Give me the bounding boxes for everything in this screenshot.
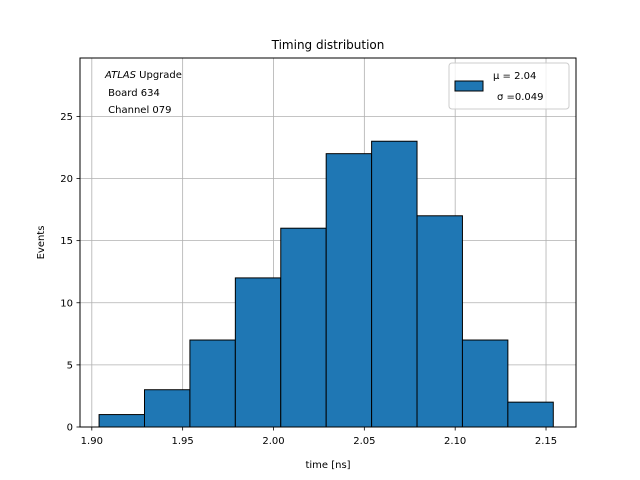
annotation-line-1: ATLAS Upgrade <box>104 70 182 81</box>
histogram-bar <box>371 140 418 428</box>
histogram-bar <box>325 153 373 428</box>
histogram-bar <box>416 215 463 428</box>
y-tick-label: 0 <box>67 423 73 434</box>
y-axis-ticks: 0 5 10 15 20 25 <box>60 112 80 434</box>
annotation-atlas: ATLAS <box>104 70 137 81</box>
x-axis-label: time [ns] <box>305 460 350 471</box>
histogram-bar <box>280 227 327 428</box>
y-tick-label: 25 <box>60 112 73 123</box>
legend-box <box>448 62 570 110</box>
x-axis-ticks: 1.90 1.95 2.00 2.05 2.10 2.15 <box>81 427 557 447</box>
annotation-board: Board 634 <box>105 88 160 99</box>
x-tick-label: 2.05 <box>353 436 375 447</box>
x-tick-label: 2.15 <box>535 436 557 447</box>
x-tick-label: 2.00 <box>262 436 284 447</box>
atlas-annotation: ATLAS Upgrade Board 634 Channel 079 <box>104 70 182 116</box>
y-tick-label: 10 <box>60 298 73 309</box>
plot-frame <box>79 57 577 428</box>
histogram-bar <box>461 339 509 428</box>
histogram-bar <box>507 401 554 428</box>
annotation-upgrade: Upgrade <box>136 70 182 81</box>
histogram-bars <box>98 140 554 428</box>
y-axis-label: Events <box>36 226 47 260</box>
legend-swatch <box>454 80 484 92</box>
x-tick-label: 2.10 <box>444 436 466 447</box>
histogram-bar <box>143 389 191 428</box>
histogram-bar <box>189 339 236 428</box>
chart-title: Timing distribution <box>271 38 385 52</box>
y-tick-label: 5 <box>67 360 73 371</box>
annotation-channel: Channel 079 <box>105 105 172 116</box>
y-tick-label: 20 <box>60 174 73 185</box>
legend-sigma: σ =0.049 <box>497 92 544 103</box>
legend-mu: μ = 2.04 <box>493 71 536 82</box>
y-tick-label: 15 <box>60 236 73 247</box>
x-tick-label: 1.90 <box>81 436 103 447</box>
legend: μ = 2.04 σ =0.049 <box>448 62 570 110</box>
x-tick-label: 1.95 <box>172 436 194 447</box>
histogram-bar <box>98 414 145 428</box>
histogram-bar <box>234 277 282 428</box>
